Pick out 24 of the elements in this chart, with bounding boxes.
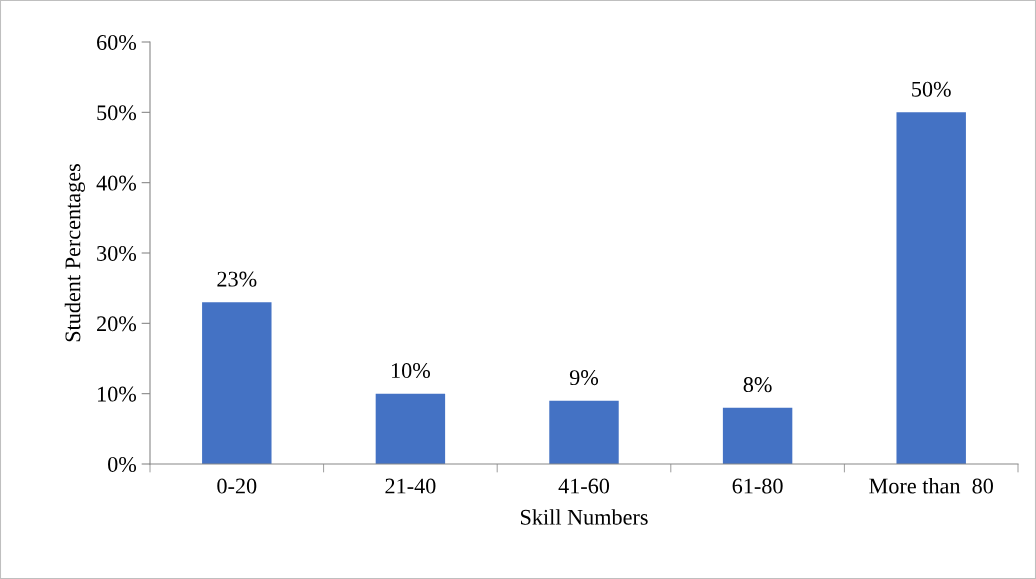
x-axis-title: Skill Numbers (520, 509, 648, 525)
y-tick-label: 40% (96, 175, 137, 191)
data-label: 10% (391, 363, 431, 379)
y-axis-title: Student Percentages (64, 164, 85, 342)
data-label: 50% (912, 81, 951, 97)
bar (549, 400, 619, 464)
bar (896, 112, 966, 464)
x-tick-label: 41-60 (558, 478, 610, 494)
x-tick-label: 21-40 (385, 478, 436, 494)
y-tick-label: 60% (97, 34, 137, 50)
data-label: 23% (217, 271, 257, 287)
bar (375, 393, 446, 464)
y-tick-label: 50% (97, 105, 137, 121)
data-label: 8% (743, 377, 772, 393)
data-label: 9% (569, 370, 599, 386)
y-tick-label: 10% (98, 386, 137, 402)
x-tick-label: More than 80 (869, 477, 993, 494)
x-tick-label: 61-80 (732, 478, 783, 494)
y-tick-label: 20% (97, 316, 137, 332)
x-tick-label: 0-20 (217, 478, 257, 494)
bar (722, 407, 793, 464)
y-tick-label: 0% (108, 456, 137, 472)
bar (202, 302, 272, 464)
y-tick-label: 30% (97, 245, 137, 261)
